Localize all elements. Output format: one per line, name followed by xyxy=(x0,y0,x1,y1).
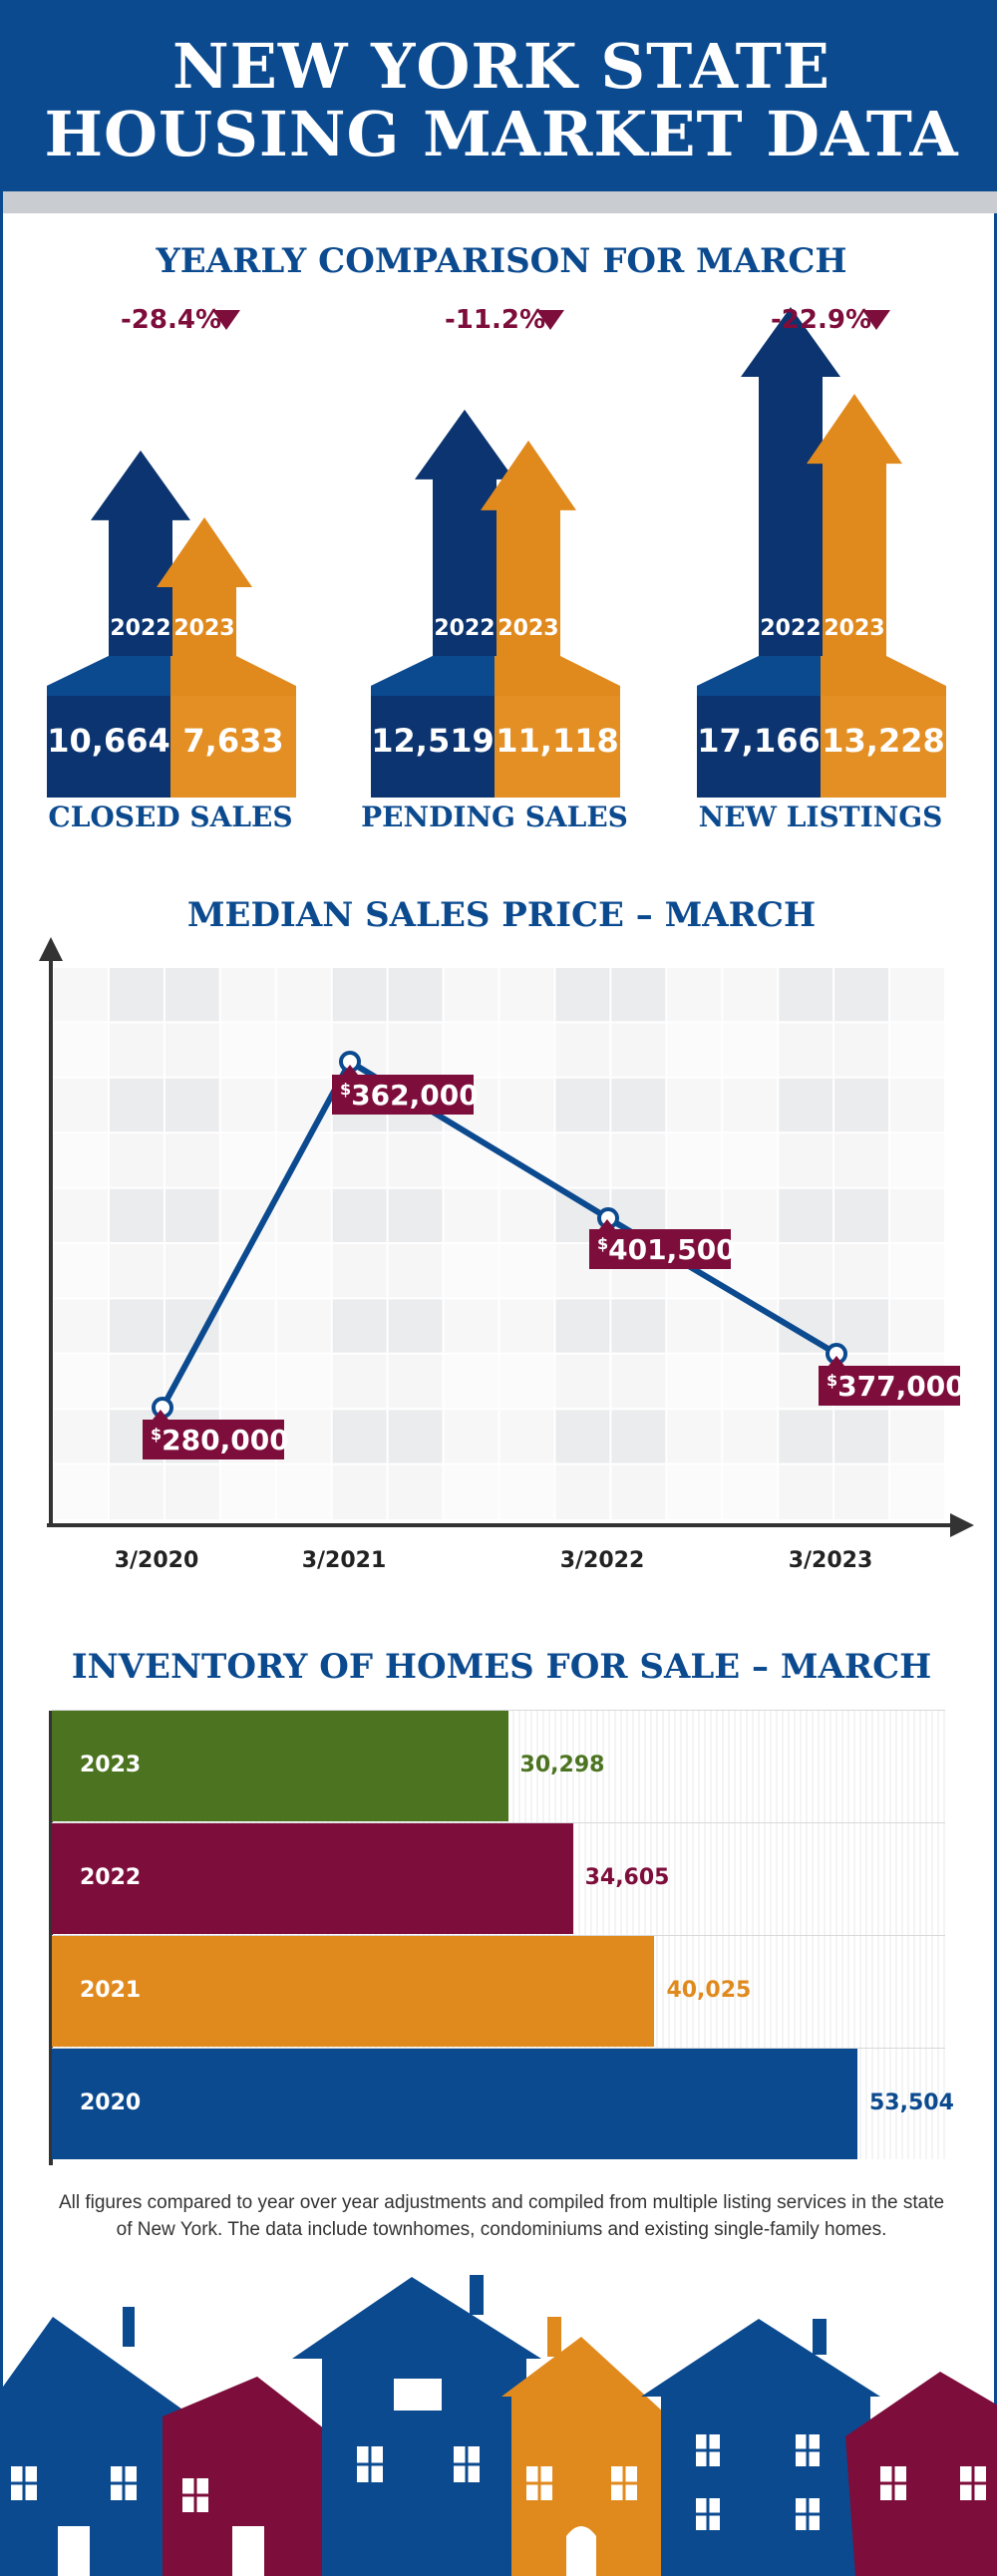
row-separator xyxy=(52,2048,945,2049)
x-tick-label: 3/2021 xyxy=(302,1548,387,1573)
x-tick-label: 3/2020 xyxy=(115,1548,199,1573)
year-label-2022: 2022 xyxy=(110,616,171,641)
year-label-2023: 2023 xyxy=(173,616,235,641)
inventory-value-label: 53,504 xyxy=(869,2091,954,2115)
percent-change: -11.2% xyxy=(445,305,545,335)
inventory-axis xyxy=(49,1711,53,2165)
inventory-bar xyxy=(52,1823,573,1934)
inventory-year-label: 2021 xyxy=(80,1978,142,2003)
inventory-value-label: 30,298 xyxy=(519,1753,605,1777)
inventory-bar xyxy=(52,1936,655,2047)
price-label: $362,000 xyxy=(332,1065,479,1115)
inventory-value-label: 40,025 xyxy=(666,1978,752,2003)
value-2023: 11,118 xyxy=(496,722,619,760)
year-label-2022: 2022 xyxy=(760,616,822,641)
arrow-2022-bar xyxy=(91,450,190,686)
row-separator xyxy=(52,1822,945,1823)
value-box-2023-face xyxy=(170,696,296,798)
inventory-year-label: 2020 xyxy=(80,2091,142,2115)
median-price-title: MEDIAN SALES PRICE – MARCH xyxy=(186,895,817,935)
down-triangle-icon xyxy=(536,310,564,330)
houses-illustration xyxy=(3,2275,997,2576)
footnote: All figures compared to year over year a… xyxy=(58,2192,945,2240)
price-label: $401,500 xyxy=(589,1219,736,1269)
value-2023: 7,633 xyxy=(182,722,284,760)
value-box-2022-face xyxy=(697,696,821,798)
inventory-bar xyxy=(52,1711,508,1821)
category-label: PENDING SALES xyxy=(361,801,628,833)
house-icon xyxy=(163,2377,347,2576)
value-2022: 10,664 xyxy=(47,722,170,760)
year-label-2023: 2023 xyxy=(824,616,885,641)
year-label-2023: 2023 xyxy=(498,616,559,641)
row-separator xyxy=(52,1710,945,1711)
year-label-2022: 2022 xyxy=(434,616,496,641)
arrow-2023-bar xyxy=(157,517,252,686)
inventory-year-label: 2023 xyxy=(80,1753,142,1777)
house-icon xyxy=(3,2307,192,2576)
value-2023: 13,228 xyxy=(822,722,945,760)
house-icon xyxy=(292,2275,541,2576)
arrow-2023-bar xyxy=(807,394,902,686)
house-icon xyxy=(641,2319,880,2576)
header-divider xyxy=(3,191,997,213)
arrow-2022-bar xyxy=(415,409,514,686)
svg-text:$401,500: $401,500 xyxy=(597,1233,736,1266)
price-label: $377,000 xyxy=(819,1356,965,1406)
x-tick-label: 3/2023 xyxy=(789,1548,873,1573)
house-icon xyxy=(501,2317,701,2576)
inventory-bar xyxy=(52,2049,857,2159)
value-box-2022-face xyxy=(47,696,170,798)
median-price-chart: $280,000 3/2020 $362,000 3/2021 $401,500 3/20… xyxy=(39,937,974,1573)
down-triangle-icon xyxy=(212,310,240,330)
svg-text:$280,000: $280,000 xyxy=(151,1424,289,1456)
percent-change: -28.4% xyxy=(121,305,221,335)
percent-change: -22.9% xyxy=(771,305,871,335)
arrow-2022-bar xyxy=(741,307,840,686)
svg-text:$362,000: $362,000 xyxy=(340,1079,479,1112)
value-box-2022-face xyxy=(371,696,495,798)
value-box-2023-face xyxy=(821,696,946,798)
price-label: $280,000 xyxy=(143,1410,289,1459)
svg-text:$377,000: $377,000 xyxy=(827,1370,965,1403)
house-icon xyxy=(845,2372,997,2576)
inventory-year-label: 2022 xyxy=(80,1865,142,1890)
down-triangle-icon xyxy=(862,310,890,330)
category-label: NEW LISTINGS xyxy=(698,801,943,833)
value-2022: 17,166 xyxy=(697,722,821,760)
page-title-line2: HOUSING MARKET DATA xyxy=(44,98,959,170)
header-banner: NEW YORK STATE HOUSING MARKET DATA xyxy=(3,0,997,191)
yearly-arrows xyxy=(47,307,946,798)
page-title-line1: NEW YORK STATE xyxy=(171,30,831,103)
yearly-comparison-title: YEARLY COMPARISON FOR MARCH xyxy=(156,241,847,281)
value-box-2023-face xyxy=(495,696,620,798)
arrow-2023-bar xyxy=(481,440,576,686)
inventory-title: INVENTORY OF HOMES FOR SALE – MARCH xyxy=(71,1647,932,1687)
row-separator xyxy=(52,1935,945,1936)
value-2022: 12,519 xyxy=(371,722,495,760)
inventory-value-label: 34,605 xyxy=(584,1865,670,1890)
median-price-line xyxy=(160,1059,838,1410)
x-tick-label: 3/2022 xyxy=(560,1548,645,1573)
category-label: CLOSED SALES xyxy=(48,801,293,833)
